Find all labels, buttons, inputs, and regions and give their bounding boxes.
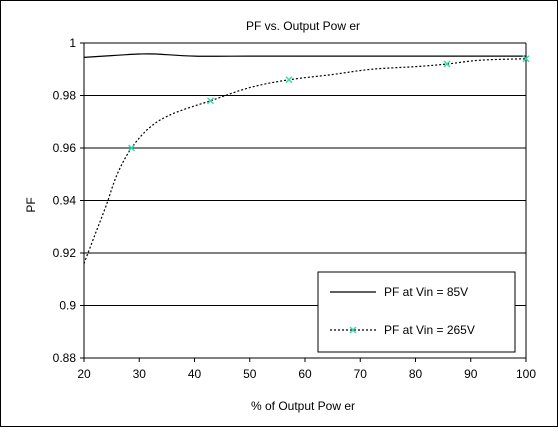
- y-tick-label: 0.98: [53, 89, 77, 103]
- legend-marker: [349, 326, 357, 334]
- y-tick-label: 0.94: [53, 194, 77, 208]
- x-tick-label: 50: [243, 367, 257, 381]
- axes: [80, 42, 527, 362]
- y-tick-label: 0.92: [53, 246, 77, 260]
- x-tick-label: 100: [516, 367, 536, 381]
- x-tick-label: 90: [464, 367, 478, 381]
- marker-stroke: [443, 60, 451, 68]
- legend-label: PF at Vin = 265V: [384, 323, 475, 337]
- marker-stroke: [127, 144, 136, 152]
- marker-stroke: [206, 97, 215, 105]
- series-line-265v: [83, 58, 527, 264]
- x-tick-label: 40: [188, 367, 202, 381]
- y-tick-label: 0.9: [59, 299, 76, 313]
- y-tick-label: 0.88: [53, 351, 77, 365]
- x-tick-label: 70: [354, 367, 368, 381]
- y-tick-label: 0.96: [53, 141, 77, 155]
- x-tick-label: 20: [77, 367, 91, 381]
- data-point-265v: [127, 144, 136, 152]
- tick-labels: 0.88 0.9 0.92 0.94 0.96 0.98 1 20 30 40 50 60 70 80 90…: [53, 36, 537, 381]
- marker-stroke: [285, 76, 293, 84]
- legend-label: PF at Vin = 85V: [384, 285, 468, 299]
- marker-stroke: [522, 55, 530, 63]
- data-point-265v: [522, 55, 530, 63]
- x-axis-label: % of Output Pow er: [251, 399, 355, 413]
- chart-title: PF vs. Output Pow er: [246, 19, 360, 33]
- series: [83, 53, 530, 264]
- x-tick-label: 30: [133, 367, 147, 381]
- legend: PF at Vin = 85V PF at Vin = 265V: [317, 271, 516, 353]
- legend-box: [317, 271, 516, 353]
- y-axis-label: PF: [24, 197, 38, 212]
- x-tick-label: 60: [298, 367, 312, 381]
- y-tick-label: 1: [69, 36, 76, 50]
- series-line-85v: [83, 53, 526, 58]
- x-tick-label: 80: [409, 367, 423, 381]
- marker-stroke: [349, 326, 357, 334]
- data-point-265v: [206, 97, 215, 105]
- data-point-265v: [443, 60, 451, 68]
- data-point-265v: [285, 76, 293, 84]
